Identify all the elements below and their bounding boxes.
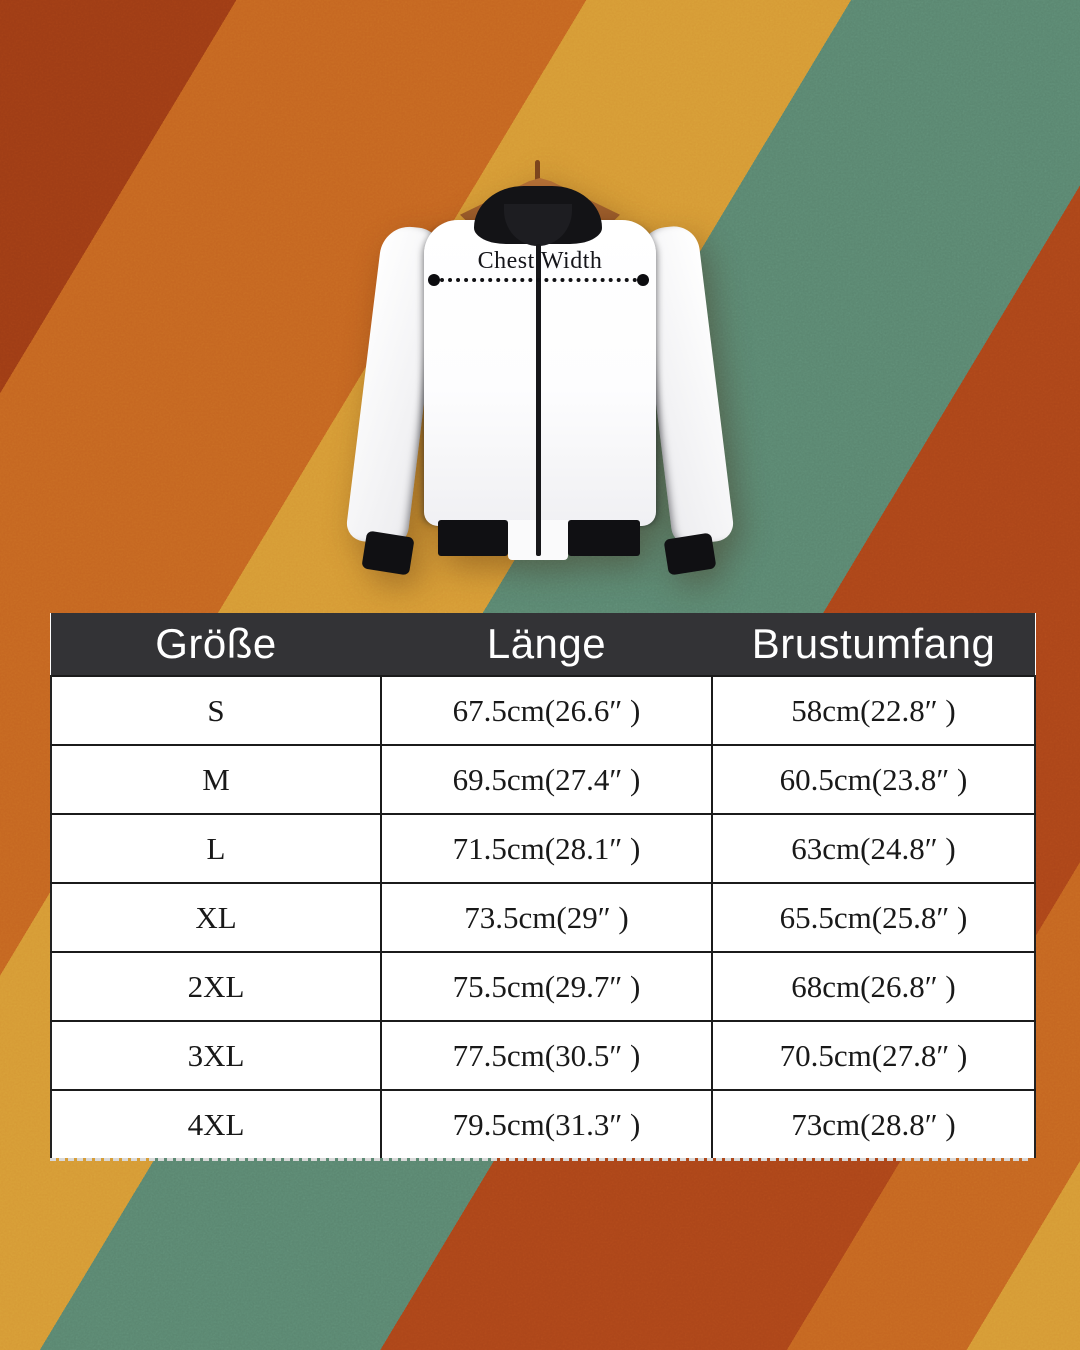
table-row: S 67.5cm(26.6″ ) 58cm(22.8″ ) [50, 675, 1036, 746]
length-cell: 75.5cm(29.7″ ) [380, 951, 713, 1022]
table-row: 4XL 79.5cm(31.3″ ) 73cm(28.8″ ) [50, 1089, 1036, 1158]
table-row: XL 73.5cm(29″ ) 65.5cm(25.8″ ) [50, 882, 1036, 953]
bomber-jacket-graphic: Chest Width [338, 156, 742, 616]
size-table: Größe Länge Brustumfang S 67.5cm(26.6″ )… [50, 613, 1036, 1161]
chest-cell: 65.5cm(25.8″ ) [711, 882, 1036, 953]
length-cell: 67.5cm(26.6″ ) [380, 675, 713, 746]
chest-width-label: Chest Width [477, 248, 603, 274]
size-cell: XL [50, 882, 382, 953]
table-row: 2XL 75.5cm(29.7″ ) 68cm(26.8″ ) [50, 951, 1036, 1022]
jacket-hem-left [438, 520, 508, 556]
length-cell: 79.5cm(31.3″ ) [380, 1089, 713, 1158]
chest-cell: 70.5cm(27.8″ ) [711, 1020, 1036, 1091]
chest-cell: 58cm(22.8″ ) [711, 675, 1036, 746]
chest-cell: 68cm(26.8″ ) [711, 951, 1036, 1022]
chest-width-dotted-line [440, 278, 637, 282]
size-cell: L [50, 813, 382, 884]
jacket-left-cuff [361, 530, 415, 576]
header-brustumfang: Brustumfang [712, 613, 1035, 676]
table-row: L 71.5cm(28.1″ ) 63cm(24.8″ ) [50, 813, 1036, 884]
size-cell: 4XL [50, 1089, 382, 1158]
length-cell: 71.5cm(28.1″ ) [380, 813, 713, 884]
size-cell: M [50, 744, 382, 815]
size-table-header-row: Größe Länge Brustumfang [51, 613, 1035, 676]
chest-cell: 63cm(24.8″ ) [711, 813, 1036, 884]
chest-cell: 73cm(28.8″ ) [711, 1089, 1036, 1158]
header-laenge: Länge [381, 613, 712, 676]
length-cell: 77.5cm(30.5″ ) [380, 1020, 713, 1091]
chest-width-dot-left [428, 274, 440, 286]
chest-cell: 60.5cm(23.8″ ) [711, 744, 1036, 815]
length-cell: 69.5cm(27.4″ ) [380, 744, 713, 815]
jacket-zipper [536, 244, 541, 556]
table-row: M 69.5cm(27.4″ ) 60.5cm(23.8″ ) [50, 744, 1036, 815]
size-cell: 2XL [50, 951, 382, 1022]
jacket-hem-right [568, 520, 640, 556]
jacket-right-cuff [663, 532, 717, 576]
chest-width-dot-right [637, 274, 649, 286]
header-groesse: Größe [51, 613, 381, 676]
size-cell: 3XL [50, 1020, 382, 1091]
table-row: 3XL 77.5cm(30.5″ ) 70.5cm(27.8″ ) [50, 1020, 1036, 1091]
size-cell: S [50, 675, 382, 746]
length-cell: 73.5cm(29″ ) [380, 882, 713, 953]
